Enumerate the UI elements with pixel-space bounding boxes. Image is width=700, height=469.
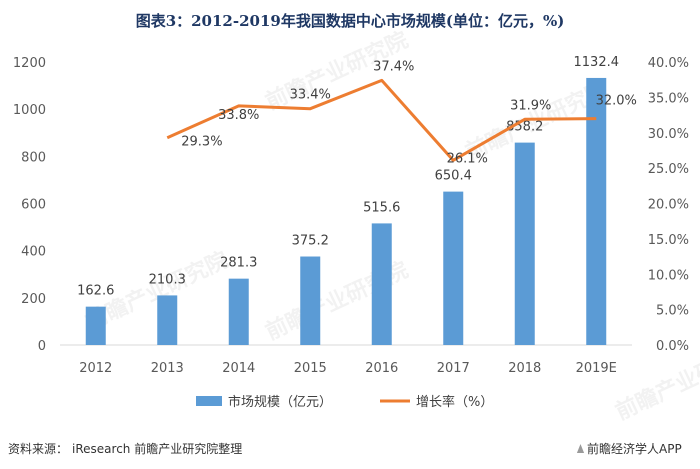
bar [157,295,178,345]
bar-value-label: 650.4 [435,169,472,184]
bar [514,142,535,345]
y-right-tick-label: 35.0% [648,91,689,106]
y-right-tick-label: 40.0% [648,56,689,71]
y-right-tick-label: 25.0% [648,162,689,177]
line-series [166,78,597,162]
bar-value-label: 515.6 [363,200,400,215]
y-right-tick-label: 30.0% [648,127,689,142]
bar [371,223,392,345]
x-tick-labels: 2012 2013 2014 2015 2016 2017 2018 2019E [79,361,617,376]
bar-series [85,77,607,346]
legend: 市场规模（亿元） 增长率（%） [196,394,493,410]
bar-value-label: 1132.4 [574,55,620,70]
source-text: iResearch 前瞻产业研究院整理 [72,442,243,456]
bar-value-label: 210.3 [149,272,186,287]
bar [586,77,607,346]
bar-value-label: 281.3 [220,256,257,271]
bar-value-label: 162.6 [77,284,114,299]
bar [300,256,321,345]
bar [228,278,249,345]
y-right-tick-label: 0.0% [656,339,689,354]
bar [443,191,464,345]
y-right-tick-label: 10.0% [648,268,689,283]
x-tick-label: 2019E [576,361,617,376]
brand-logo-icon [576,444,585,453]
y-left-tick-label: 600 [21,198,46,213]
line-value-label: 37.4% [373,59,414,74]
x-tick-label: 2013 [151,361,184,376]
bar-value-label: 375.2 [292,234,329,249]
line-value-label: 33.8% [218,108,259,123]
brand-text: 前瞻经济学人APP [587,442,682,456]
y-left-tick-labels: 0 200 400 600 800 1000 1200 [13,56,46,354]
y-left-tick-label: 800 [21,150,46,165]
line-value-label: 33.4% [290,88,331,103]
line-value-label: 29.3% [181,135,222,150]
y-left-tick-label: 1000 [13,103,46,118]
legend-bar-label: 市场规模（亿元） [228,394,332,410]
x-tick-label: 2018 [508,361,541,376]
x-tick-label: 2015 [294,361,327,376]
x-tick-label: 2012 [79,361,112,376]
source-prefix: 资料来源： [8,442,69,456]
x-tick-label: 2016 [365,361,398,376]
brand-mark: 前瞻经济学人APP [576,440,682,457]
y-left-tick-label: 400 [21,245,46,260]
legend-line-label: 增长率（%） [416,394,493,410]
x-tick-label: 2014 [222,361,255,376]
y-right-tick-label: 15.0% [648,233,689,248]
y-right-tick-labels: 0.0% 5.0% 10.0% 15.0% 20.0% 25.0% 30.0% 35.0% 40… [648,56,689,354]
legend-bar-swatch [196,396,222,406]
bar-data-labels: 162.6210.3281.3375.2515.6650.4858.21132.… [77,55,619,299]
y-right-tick-label: 5.0% [656,304,689,319]
line-value-label: 32.0% [596,94,637,109]
y-right-tick-label: 20.0% [648,198,689,213]
source-note: 资料来源： iResearch 前瞻产业研究院整理 [8,440,246,457]
y-left-tick-label: 0 [38,339,46,354]
line-data-labels: 29.3% 33.8% 33.4% 37.4% 26.1% 31.9% 32.0% [181,59,637,166]
bar [85,306,106,345]
line-value-label: 26.1% [447,151,488,166]
y-left-tick-label: 200 [21,292,46,307]
y-left-tick-label: 1200 [13,56,46,71]
growth-rate-line [166,78,597,162]
chart-title: 图表3：2012-2019年我国数据中心市场规模(单位：亿元，%) [135,12,565,30]
x-tick-label: 2017 [437,361,470,376]
line-value-label: 31.9% [510,98,551,113]
